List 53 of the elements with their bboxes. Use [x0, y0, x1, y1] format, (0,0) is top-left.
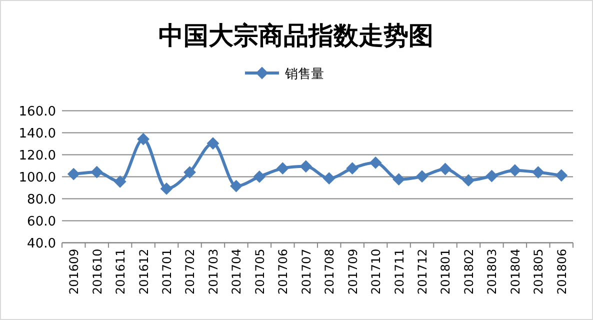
- x-tick-label: 201805: [532, 248, 546, 295]
- x-tick-label: 201704: [230, 248, 244, 295]
- point: [416, 170, 428, 182]
- x-tick-label: 201710: [369, 248, 384, 295]
- point: [184, 166, 196, 178]
- x-tick-label: 201711: [392, 248, 406, 295]
- y-tick-label: 120.0: [18, 148, 56, 164]
- legend-label: 销售量: [284, 67, 324, 82]
- y-tick-label: 100.0: [18, 170, 56, 186]
- point: [300, 160, 312, 172]
- x-tick-label: 201802: [462, 248, 476, 295]
- point: [462, 174, 474, 186]
- point: [486, 170, 498, 182]
- point: [555, 169, 568, 182]
- point: [137, 133, 150, 146]
- x-tick-label: 201709: [346, 248, 360, 295]
- y-tick-label: 60.0: [27, 214, 56, 230]
- y-tick-label: 80.0: [27, 192, 56, 208]
- point: [346, 162, 358, 174]
- point: [253, 170, 266, 183]
- point: [508, 164, 521, 176]
- x-tick-label: 201803: [485, 248, 500, 295]
- x-tick-label: 201712: [416, 248, 430, 295]
- point: [90, 166, 103, 178]
- x-tick-label: 201611: [114, 248, 128, 295]
- point: [206, 137, 219, 150]
- point: [276, 162, 289, 174]
- x-tick-label: 201706: [276, 248, 290, 295]
- x-tick-label: 201702: [183, 248, 198, 295]
- point: [392, 173, 405, 186]
- x-tick-label: 201703: [206, 248, 220, 295]
- y-tick-label: 140.0: [18, 126, 56, 142]
- x-tick-label: 201801: [438, 248, 453, 295]
- point: [532, 166, 544, 178]
- x-tick-label: 201612: [136, 248, 151, 295]
- y-tick-label: 40.0: [27, 236, 56, 252]
- x-tick-label: 201804: [508, 248, 522, 295]
- x-tick-label: 201707: [299, 248, 314, 295]
- y-tick-label: 160.0: [18, 104, 56, 120]
- x-tick-label: 201708: [322, 248, 337, 295]
- chart-title: 中国大宗商品指数走势图: [158, 21, 434, 50]
- point: [230, 180, 242, 192]
- point: [370, 156, 382, 169]
- point: [160, 182, 173, 195]
- point: [114, 176, 126, 188]
- point: [439, 163, 452, 175]
- x-tick-label: 201705: [252, 248, 267, 295]
- x-tick-label: 201701: [160, 248, 174, 295]
- point: [323, 172, 336, 184]
- point: [68, 168, 80, 180]
- x-tick-label: 201806: [554, 248, 569, 295]
- x-tick-label: 201609: [67, 248, 82, 295]
- x-tick-label: 201610: [90, 248, 104, 295]
